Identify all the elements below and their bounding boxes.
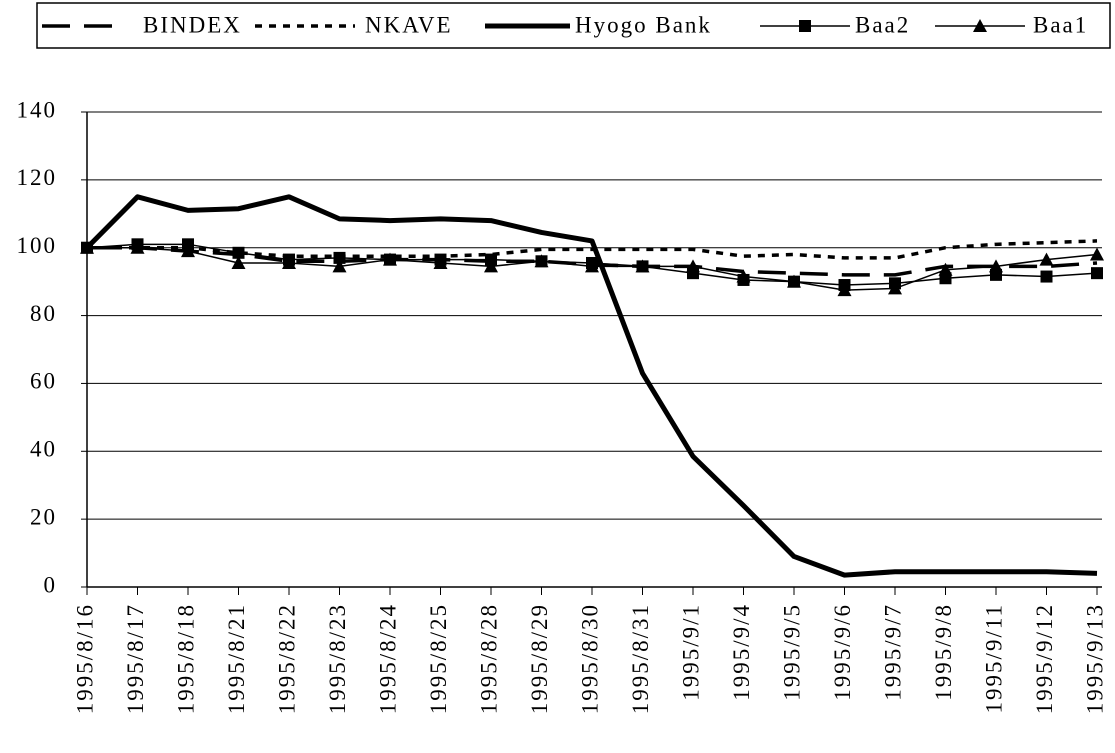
marker: [1090, 247, 1104, 261]
x-tick-label: 1995/8/24: [375, 603, 400, 714]
x-tick-label: 1995/9/6: [830, 603, 855, 701]
x-tick-label: 1995/8/18: [173, 603, 198, 714]
marker: [231, 255, 246, 269]
series-line: [87, 239, 1098, 260]
marker: [1040, 270, 1053, 283]
legend-label: Baa1: [1033, 12, 1088, 37]
marker: [635, 259, 650, 273]
marker: [1039, 252, 1054, 266]
marker: [130, 240, 145, 254]
marker: [80, 240, 94, 254]
y-tick-label: 0: [44, 572, 58, 597]
legend-label: Baa2: [855, 12, 910, 37]
marker: [534, 254, 549, 268]
x-tick-label: 1995/9/4: [729, 603, 754, 701]
x-tick-label: 1995/8/21: [224, 603, 249, 714]
x-tick-label: 1995/9/5: [779, 603, 804, 701]
marker: [433, 255, 448, 269]
x-tick-label: 1995/8/17: [123, 603, 148, 714]
y-tick-label: 20: [30, 504, 57, 529]
y-tick-label: 120: [17, 165, 58, 190]
marker: [282, 255, 296, 269]
x-tick-label: 1995/8/25: [426, 603, 451, 714]
x-tick-label: 1995/9/1: [678, 603, 703, 701]
marker: [686, 259, 700, 273]
marker: [383, 252, 397, 266]
marker: [837, 283, 852, 297]
marker: [484, 259, 498, 273]
x-tick-label: 1995/8/22: [274, 603, 299, 714]
marker: [232, 246, 245, 259]
x-tick-label: 1995/9/11: [981, 603, 1006, 713]
y-tick-label: 140: [17, 97, 58, 122]
marker: [736, 269, 751, 283]
marker: [585, 259, 599, 273]
series-line: [85, 194, 1098, 578]
legend-label: Hyogo Bank: [575, 12, 712, 37]
x-tick-label: 1995/9/12: [1032, 603, 1057, 714]
marker: [787, 274, 801, 288]
y-tick-label: 80: [30, 301, 57, 326]
marker: [799, 20, 811, 32]
legend-label: NKAVE: [365, 12, 453, 37]
x-tick-label: 1995/8/31: [628, 603, 653, 714]
x-tick-label: 1995/8/28: [476, 603, 501, 714]
x-tick-label: 1995/8/29: [527, 603, 552, 714]
marker: [938, 262, 953, 276]
marker: [181, 244, 195, 258]
marker: [332, 259, 347, 273]
y-tick-label: 100: [17, 233, 58, 258]
marker: [1091, 267, 1103, 280]
x-tick-label: 1995/9/8: [931, 603, 956, 701]
y-tick-label: 60: [30, 369, 57, 394]
legend-box: [36, 2, 1111, 49]
y-tick-label: 40: [30, 437, 57, 462]
x-tick-label: 1995/9/13: [1082, 603, 1107, 714]
x-tick-label: 1995/8/30: [577, 603, 602, 714]
marker: [989, 259, 1003, 273]
x-tick-label: 1995/8/16: [72, 603, 97, 714]
marker: [973, 19, 987, 32]
x-tick-label: 1995/8/23: [325, 603, 350, 714]
x-tick-label: 1995/9/7: [880, 603, 905, 701]
marker: [333, 251, 346, 264]
marker: [888, 281, 902, 295]
legend-label: BINDEX: [143, 12, 242, 37]
